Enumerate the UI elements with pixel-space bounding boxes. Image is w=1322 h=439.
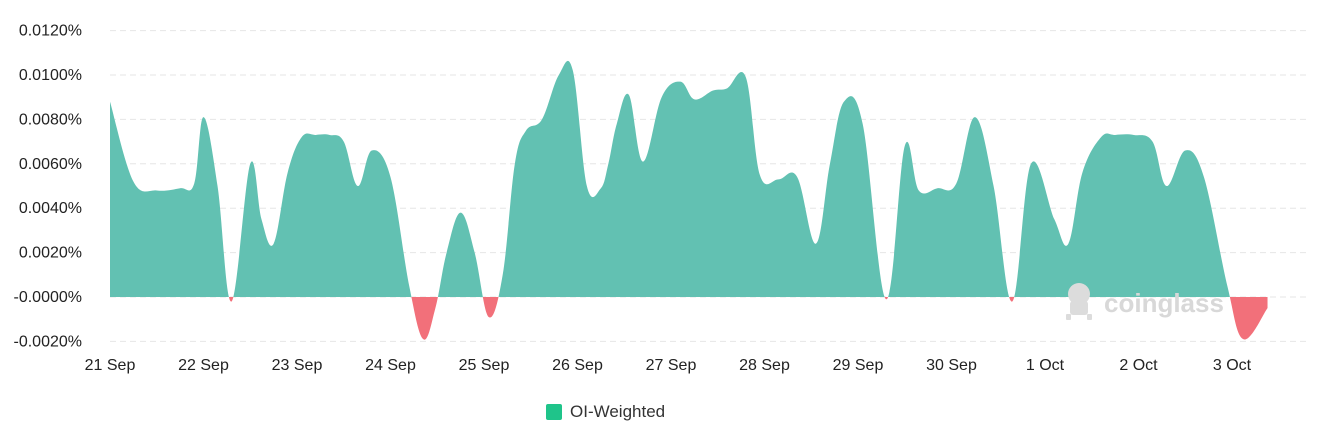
y-tick-label: -0.0000% [14, 289, 83, 306]
y-tick-label: 0.0080% [19, 111, 82, 128]
y-axis: 0.0120% 0.0100% 0.0080% 0.0060% 0.0040% 0.002… [14, 23, 83, 351]
area-layer [110, 60, 1268, 340]
y-tick-label: -0.0020% [14, 333, 83, 350]
y-tick-label: 0.0100% [19, 67, 82, 84]
x-tick-label: 21 Sep [85, 357, 136, 374]
x-tick-label: 3 Oct [1213, 357, 1252, 374]
x-tick-label: 24 Sep [365, 357, 416, 374]
x-tick-label: 2 Oct [1119, 357, 1158, 374]
y-tick-label: 0.0060% [19, 156, 82, 173]
x-tick-label: 22 Sep [178, 357, 229, 374]
x-tick-label: 28 Sep [739, 357, 790, 374]
series-area-positive[interactable] [110, 60, 1268, 340]
x-tick-label: 23 Sep [272, 357, 323, 374]
y-tick-label: 0.0120% [19, 23, 82, 40]
x-tick-label: 25 Sep [459, 357, 510, 374]
y-tick-label: 0.0020% [19, 245, 82, 262]
x-axis: 21 Sep 22 Sep 23 Sep 24 Sep 25 Sep 26 Sep 27 S… [85, 357, 1252, 374]
x-tick-label: 26 Sep [552, 357, 603, 374]
x-tick-label: 27 Sep [646, 357, 697, 374]
x-tick-label: 30 Sep [926, 357, 977, 374]
legend[interactable]: OI-Weighted [546, 402, 665, 422]
watermark: coinglass [1066, 283, 1224, 320]
funding-rate-chart: 0.0120% 0.0100% 0.0080% 0.0060% 0.0040% 0.002… [14, 23, 1310, 374]
legend-label: OI-Weighted [570, 402, 666, 421]
y-tick-label: 0.0040% [19, 200, 82, 217]
legend-swatch [546, 404, 562, 420]
x-tick-label: 1 Oct [1026, 357, 1065, 374]
coinglass-logo-icon [1066, 283, 1092, 320]
watermark-text: coinglass [1104, 288, 1224, 318]
x-tick-label: 29 Sep [833, 357, 884, 374]
